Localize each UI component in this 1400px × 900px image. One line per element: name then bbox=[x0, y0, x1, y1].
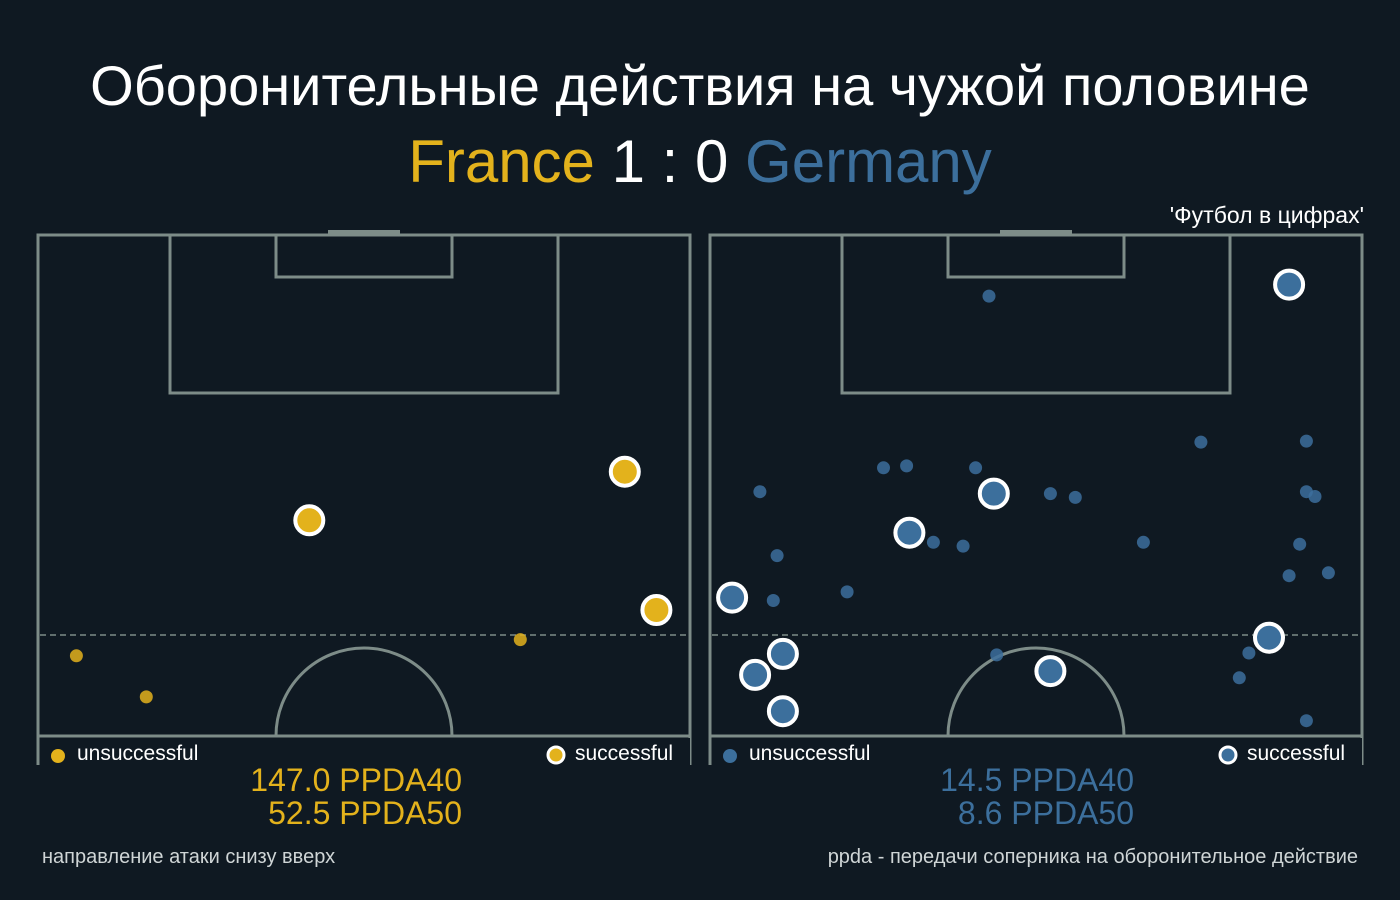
pitch-france bbox=[36, 230, 692, 765]
pitch-germany-penalty-box bbox=[840, 233, 1232, 395]
legend-germany-successful-marker bbox=[1218, 745, 1238, 765]
legend-france-successful-label: successful bbox=[575, 742, 673, 765]
germany-unsuccessful-point-13 bbox=[990, 648, 1004, 662]
france-unsuccessful-point-1 bbox=[69, 649, 83, 663]
germany-unsuccessful-point-24 bbox=[1299, 714, 1313, 728]
legend-germany: unsuccessful successful bbox=[712, 738, 1362, 772]
germany-unsuccessful-point-10 bbox=[770, 549, 784, 563]
france-marks bbox=[69, 455, 673, 704]
pitch-germany-centre-circle bbox=[946, 646, 1126, 737]
pitch-germany-six-yard-box bbox=[946, 233, 1126, 279]
germany-unsuccessful-point-6 bbox=[1043, 487, 1057, 501]
germany-unsuccessful-point-12 bbox=[840, 585, 854, 599]
pitch-france-penalty-box bbox=[168, 233, 560, 395]
germany-unsuccessful-point-2 bbox=[753, 485, 767, 499]
pitch-france-six-yard-box bbox=[274, 233, 454, 279]
germany-successful-point-3 bbox=[893, 516, 926, 549]
germany-ppda50: 8.6 PPDA50 bbox=[957, 795, 1134, 831]
germany-marks bbox=[716, 268, 1335, 728]
source-label: 'Футбол в цифрах' bbox=[1169, 202, 1364, 228]
away-goals: 0 bbox=[695, 128, 729, 195]
germany-unsuccessful-point-8 bbox=[926, 535, 940, 549]
legend-france-successful-marker bbox=[546, 745, 566, 765]
germany-successful-point-2 bbox=[977, 477, 1010, 510]
home-goals: 1 bbox=[611, 128, 645, 195]
germany-unsuccessful-point-18 bbox=[1308, 490, 1322, 503]
pitch-france-centre-circle bbox=[274, 646, 454, 737]
home-team: France bbox=[408, 128, 595, 195]
germany-ppda40: 14.5 PPDA40 bbox=[940, 762, 1134, 798]
germany-unsuccessful-point-16 bbox=[1299, 434, 1313, 448]
away-team: Germany bbox=[745, 128, 992, 195]
germany-unsuccessful-point-9 bbox=[956, 539, 970, 553]
chart-title: Оборонительные действия на чужой половин… bbox=[90, 54, 1310, 117]
germany-successful-point-1 bbox=[1273, 268, 1306, 301]
footnote-attack-direction: направление атаки снизу вверх bbox=[42, 846, 336, 868]
footnote-ppda-definition: ppda - передачи соперника на оборонитель… bbox=[827, 846, 1358, 868]
germany-successful-point-7 bbox=[766, 695, 799, 728]
germany-unsuccessful-point-3 bbox=[877, 461, 890, 475]
germany-unsuccessful-point-4 bbox=[900, 459, 914, 473]
pitch-france-outline bbox=[36, 233, 692, 765]
germany-successful-point-6 bbox=[739, 658, 772, 691]
germany-unsuccessful-point-5 bbox=[969, 461, 983, 475]
germany-unsuccessful-point-14 bbox=[1136, 535, 1150, 549]
legend-germany-successful-label: successful bbox=[1247, 742, 1345, 765]
match-score: France 1 : 0 Germany bbox=[0, 126, 1400, 198]
france-ppda: 147.0 PPDA40 52.5 PPDA50 bbox=[250, 764, 462, 830]
germany-unsuccessful-point-1 bbox=[982, 289, 996, 303]
germany-ppda: 14.5 PPDA40 8.6 PPDA50 bbox=[940, 764, 1134, 830]
legend-france-unsuccessful-marker bbox=[51, 749, 65, 763]
germany-unsuccessful-point-23 bbox=[1232, 671, 1246, 685]
germany-unsuccessful-point-19 bbox=[1293, 537, 1307, 551]
france-ppda40: 147.0 PPDA40 bbox=[250, 762, 462, 798]
france-ppda50: 52.5 PPDA50 bbox=[268, 795, 462, 831]
france-unsuccessful-point-2 bbox=[139, 690, 153, 704]
france-successful-point-3 bbox=[640, 594, 673, 626]
germany-successful-point-4 bbox=[716, 581, 749, 614]
germany-successful-point-9 bbox=[1253, 621, 1285, 654]
germany-unsuccessful-point-7 bbox=[1068, 490, 1082, 504]
legend-france: unsuccessful successful bbox=[40, 738, 690, 772]
france-successful-point-2 bbox=[608, 455, 641, 488]
france-successful-point-1 bbox=[293, 504, 326, 537]
pitch-germany-outline bbox=[708, 233, 1364, 765]
score-separator: : bbox=[661, 128, 679, 195]
legend-germany-unsuccessful-label: unsuccessful bbox=[749, 742, 870, 765]
germany-unsuccessful-point-11 bbox=[766, 594, 780, 607]
germany-unsuccessful-point-21 bbox=[1321, 566, 1335, 580]
germany-successful-point-5 bbox=[766, 637, 799, 670]
legend-germany-unsuccessful-marker bbox=[723, 749, 737, 763]
germany-unsuccessful-point-20 bbox=[1282, 569, 1296, 583]
legend-france-unsuccessful-label: unsuccessful bbox=[77, 742, 198, 765]
germany-unsuccessful-point-22 bbox=[1242, 646, 1256, 660]
france-unsuccessful-point-3 bbox=[513, 633, 527, 647]
germany-successful-point-8 bbox=[1034, 655, 1067, 688]
germany-unsuccessful-point-15 bbox=[1194, 435, 1208, 449]
pitch-germany bbox=[708, 230, 1364, 765]
